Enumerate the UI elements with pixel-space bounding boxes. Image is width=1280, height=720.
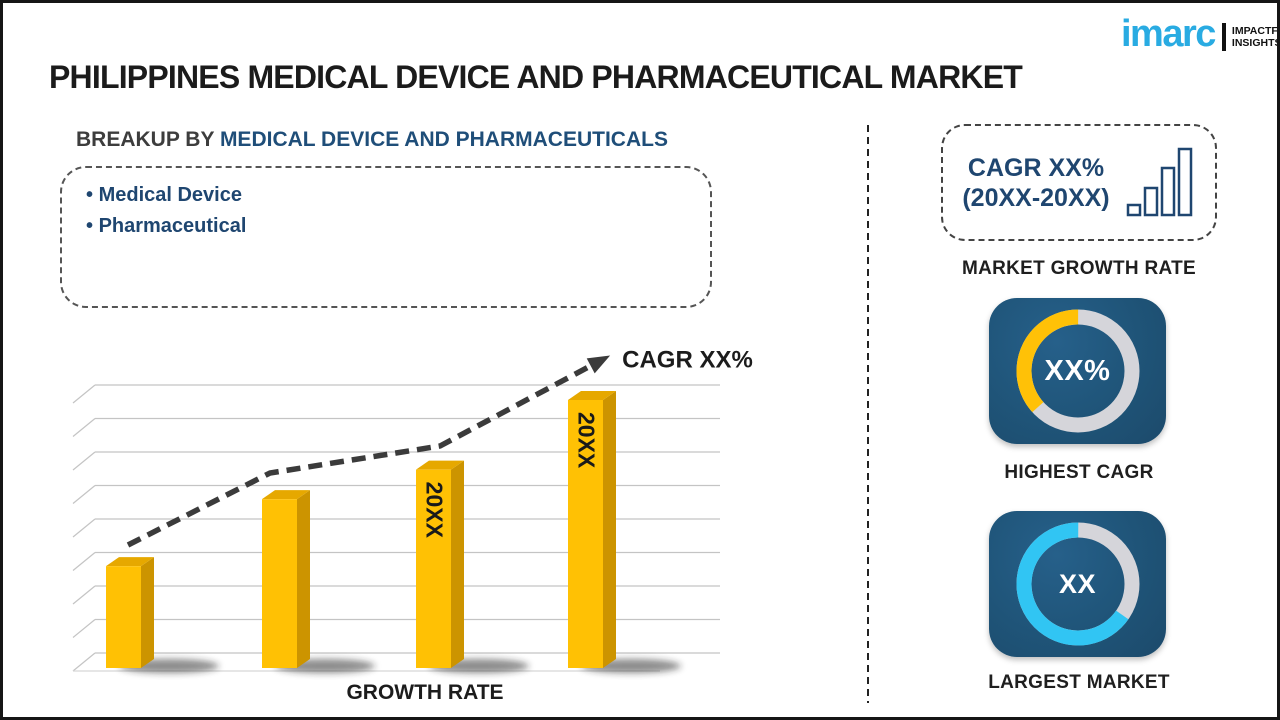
- bar-front-face: [262, 499, 297, 668]
- bar-front-face: [416, 469, 451, 668]
- largest-market-value: XX: [1058, 568, 1097, 599]
- bar-side-face: [297, 490, 310, 668]
- gridline-tick: [72, 384, 96, 404]
- bar-front-face: [106, 566, 141, 668]
- bar-top-face: [262, 490, 310, 500]
- section-divider: [867, 125, 869, 703]
- gridline-tick: [72, 451, 96, 471]
- cagr-value-text: CAGR XX% (20XX-20XX): [962, 153, 1109, 213]
- bar-top-face: [106, 557, 154, 567]
- imarc-logo: imarc IMPACTFUL INSIGHTS: [1121, 13, 1280, 55]
- bar-front-face: [568, 400, 603, 668]
- imarc-logo-wordmark: imarc: [1121, 13, 1216, 55]
- cagr-line2: (20XX-20XX): [962, 183, 1110, 212]
- highest-cagr-value: XX%: [1044, 354, 1111, 387]
- bar: [106, 557, 154, 668]
- logo-tagline-line1: IMPACTFUL: [1231, 24, 1278, 37]
- bar: [262, 490, 310, 668]
- logo-divider-bar: [1221, 23, 1226, 51]
- growth-rate-bar-chart: 20XX 20XX CAGR XX% GROWTH RATE: [63, 333, 753, 717]
- list-item: Medical Device: [86, 180, 686, 211]
- logo-tagline-line2: INSIGHTS: [1231, 37, 1280, 49]
- gridline-tick: [72, 418, 96, 437]
- gridline-tick: [72, 585, 96, 605]
- gridline-tick: [72, 619, 96, 638]
- breakup-heading-highlight: MEDICAL DEVICE AND PHARMACEUTICALS: [219, 128, 668, 151]
- gridline-tick: [72, 552, 96, 571]
- market-growth-rate-box: CAGR XX% (20XX-20XX): [941, 124, 1217, 241]
- largest-market-donut: [1016, 522, 1139, 646]
- bar-year-label: 20XX: [574, 412, 600, 469]
- largest-market-card: XX: [989, 511, 1166, 657]
- breakup-list: Medical Device Pharmaceutical: [86, 180, 686, 242]
- list-item: Pharmaceutical: [86, 211, 686, 242]
- page-title: PHILIPPINES MEDICAL DEVICE AND PHARMACEU…: [49, 59, 1023, 95]
- bar-year-label: 20XX: [422, 482, 448, 539]
- trend-line: [126, 360, 598, 548]
- gridlines: [72, 384, 720, 672]
- market-growth-rate-label: MARKET GROWTH RATE: [961, 258, 1197, 279]
- gridline-tick: [72, 485, 96, 504]
- bar-chart-svg: 20XX 20XX CAGR XX% GROWTH RATE: [72, 346, 753, 704]
- bar: 20XX: [568, 391, 616, 668]
- gridline-tick: [72, 518, 96, 538]
- breakup-list-box: Medical Device Pharmaceutical: [60, 166, 712, 308]
- bar: 20XX: [416, 460, 464, 668]
- breakup-heading: BREAKUP BY MEDICAL DEVICE AND PHARMACEUT…: [76, 128, 668, 152]
- largest-market-label: LARGEST MARKET: [988, 672, 1170, 693]
- bar-side-face: [603, 391, 616, 668]
- logo-tagline: IMPACTFUL INSIGHTS: [1231, 24, 1280, 49]
- trend-cagr-label: CAGR XX%: [622, 346, 753, 373]
- highest-cagr-label: HIGHEST CAGR: [1004, 462, 1154, 483]
- trend-arrowhead: [586, 355, 611, 374]
- bar-side-face: [141, 557, 154, 668]
- breakup-heading-prefix: BREAKUP BY: [76, 128, 220, 151]
- bar-top-face: [568, 391, 616, 400]
- bar-side-face: [451, 460, 464, 668]
- highest-cagr-donut: [1016, 309, 1139, 433]
- cagr-line1: CAGR XX%: [967, 153, 1105, 182]
- gridline-tick: [72, 652, 96, 672]
- highest-cagr-card: XX%: [989, 298, 1166, 444]
- growth-bars-icon: [1126, 147, 1192, 216]
- bar-top-face: [416, 460, 464, 470]
- x-axis-label: GROWTH RATE: [346, 681, 503, 704]
